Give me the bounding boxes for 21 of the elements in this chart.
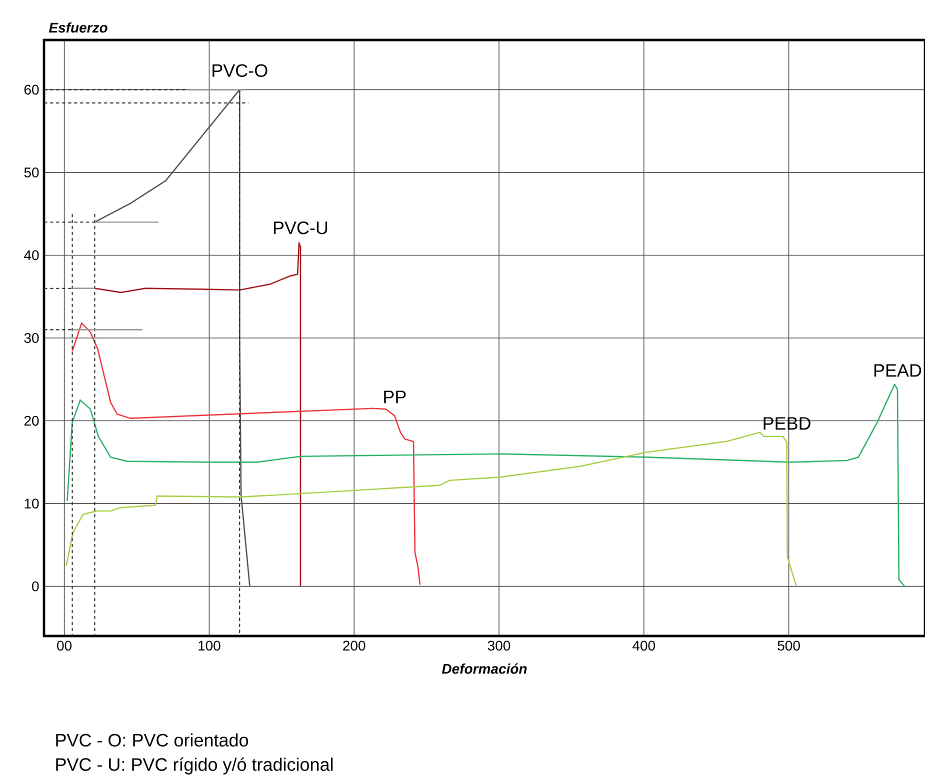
x-tick-label: 500 [778, 640, 800, 651]
text: PVC - O: PVC orientado [56, 733, 248, 747]
y-axis-title: Esfuerzo [48, 22, 108, 33]
y-tick-label: 0 [32, 581, 39, 592]
x-tick-label: 200 [343, 640, 366, 651]
series-label: PEAD [874, 364, 922, 377]
y-tick-label: 10 [24, 498, 39, 509]
y-tick-label: 30 [24, 333, 39, 343]
x-tick-label: 00 [57, 640, 72, 651]
x-axis-title: Deformación [442, 663, 527, 674]
series-label: PVC-U [274, 221, 328, 234]
y-tick-label: 60 [24, 84, 39, 95]
y-tick-label: 20 [24, 416, 39, 426]
x-tick-label: 100 [198, 640, 220, 651]
x-tick-label: 300 [488, 640, 510, 651]
y-tick-label: 50 [24, 168, 39, 178]
series-label: PP [384, 390, 406, 404]
series-label: PVC-O [212, 64, 268, 77]
x-tick-label: 400 [632, 640, 656, 651]
text: PVC - U: PVC rígido y/ó tradicional [56, 757, 333, 774]
y-tick-label: 40 [24, 250, 39, 260]
